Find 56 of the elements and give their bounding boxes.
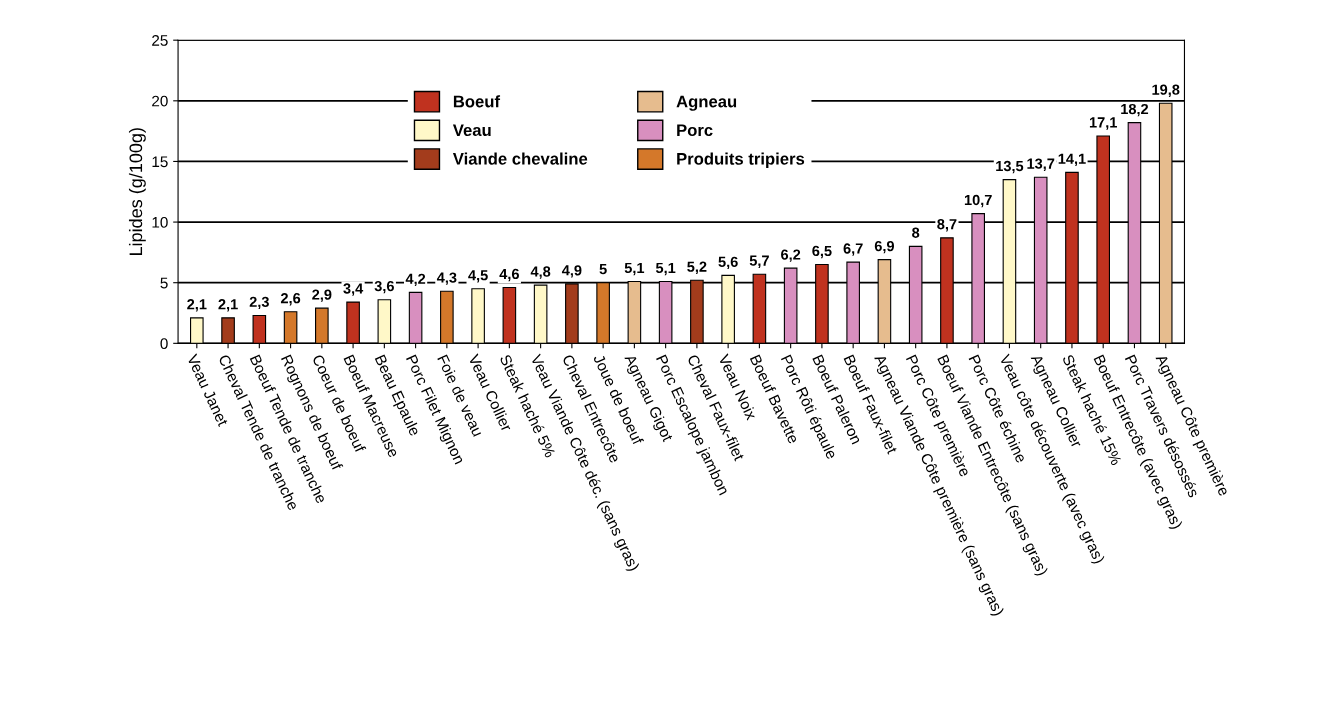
data-label: 3,6 (374, 280, 394, 294)
data-label: 6,2 (781, 249, 801, 262)
bar (346, 301, 360, 344)
data-label: 4,6 (499, 268, 519, 282)
legend-label: Veau (452, 124, 491, 137)
data-label: 3,4 (343, 283, 364, 296)
bar (377, 299, 392, 344)
data-label: 5,1 (655, 262, 676, 276)
bar (221, 317, 235, 344)
data-label: 4,9 (561, 265, 582, 278)
bar (190, 317, 204, 344)
legend-label: Agneau (676, 95, 737, 111)
data-label: 5,2 (687, 261, 707, 274)
data-label: 2,1 (218, 299, 238, 312)
y-tick-label: 10 (152, 216, 168, 228)
legend-label: Porc (677, 124, 713, 137)
bar (440, 290, 454, 344)
data-label: 6,5 (812, 245, 832, 259)
y-tick-label: 15 (152, 156, 168, 168)
y-axis-title: Lipides (g/100g) (128, 128, 146, 256)
y-tick-label: 20 (152, 95, 168, 107)
data-label: 18,2 (1121, 103, 1149, 117)
legend-label: Produits tripiers (677, 152, 805, 169)
data-label: 13,7 (1027, 158, 1055, 171)
data-label: 5,1 (624, 262, 645, 276)
y-tick-label: 5 (160, 277, 168, 289)
data-label: 2,1 (187, 299, 207, 312)
y-tick-label: 25 (152, 35, 168, 46)
data-label: 5,7 (749, 255, 769, 268)
bar (315, 307, 329, 344)
data-label: 8,7 (937, 219, 957, 232)
data-label: 13,5 (996, 160, 1024, 174)
data-label: 2,9 (312, 289, 332, 302)
legend-label: Boeuf (453, 95, 501, 108)
data-label: 14,1 (1058, 153, 1086, 167)
data-label: 17,1 (1089, 117, 1117, 130)
data-label: 2,3 (249, 296, 269, 310)
data-label: 19,8 (1152, 84, 1180, 97)
data-label: 6,9 (874, 240, 895, 254)
bar (502, 287, 517, 344)
data-label: 4,8 (530, 266, 551, 279)
data-label: 4,5 (468, 270, 488, 283)
data-label: 4,2 (405, 273, 426, 287)
bar (408, 291, 423, 344)
data-label: 5,6 (718, 256, 738, 270)
y-tick-label: 0 (160, 338, 168, 350)
bar (283, 311, 298, 344)
bar (252, 314, 267, 344)
data-label: 5 (599, 264, 607, 275)
bar (471, 288, 485, 344)
data-label: 8 (912, 227, 920, 238)
legend-label: Viande chevaline (452, 152, 588, 165)
data-label: 10,7 (964, 194, 992, 208)
data-label: 4,3 (436, 272, 457, 285)
data-label: 2,6 (280, 293, 301, 306)
data-label: 6,7 (843, 243, 863, 256)
